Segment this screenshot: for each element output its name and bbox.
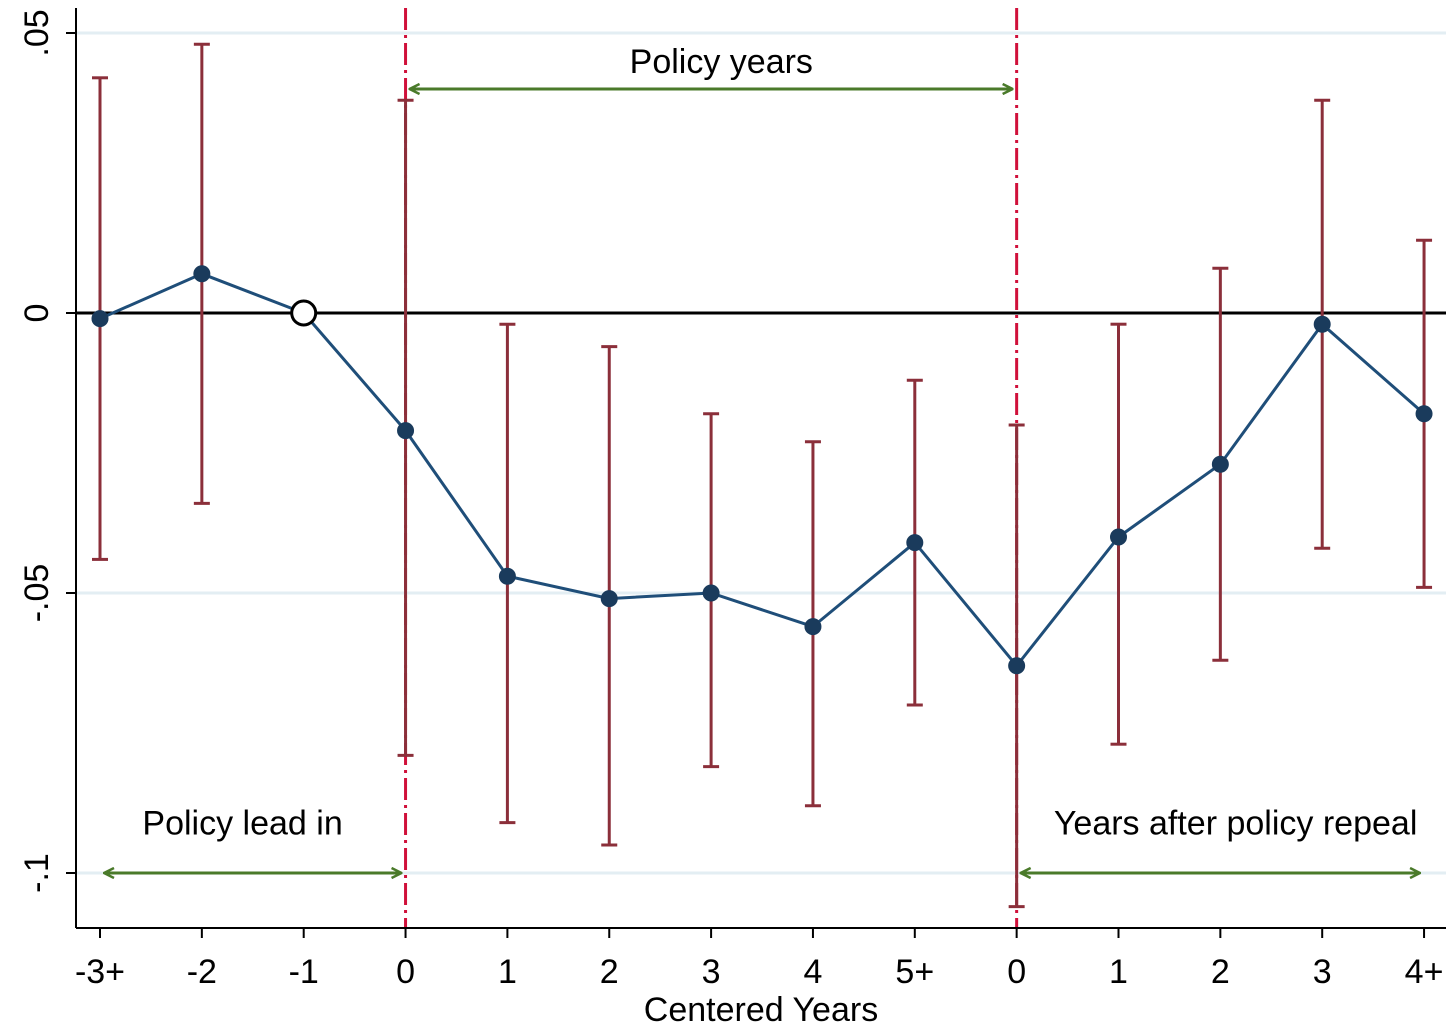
reference-layer: [76, 8, 1446, 928]
data-point: [1008, 657, 1026, 675]
x-tick-label: -2: [187, 953, 217, 991]
data-point: [193, 265, 211, 283]
annotation-label: Years after policy repeal: [1054, 805, 1418, 843]
data-point: [1211, 455, 1229, 473]
y-tick-label: -.1: [18, 853, 56, 893]
y-tick-label: 0: [18, 304, 56, 323]
data-point: [600, 590, 618, 608]
y-tick-label: .05: [18, 9, 56, 56]
point-layer: [91, 265, 1433, 675]
series-line-layer: [99, 272, 1426, 669]
data-point: [498, 567, 516, 585]
x-tick-label: 1: [498, 953, 517, 991]
grid-layer: [76, 31, 1446, 875]
axis-layer: .05 0 -.05 -.1 -3+ -2 -1 0 1 2 3 4 5+ 0 1 2 3 4+: [18, 8, 1446, 991]
x-tick-label: 2: [1211, 953, 1230, 991]
x-tick-label: 0: [1007, 953, 1026, 991]
annotation-label: Policy lead in: [142, 805, 342, 843]
y-tick-label: -.05: [18, 564, 56, 623]
data-point: [702, 584, 720, 602]
x-tick-label: 1: [1109, 953, 1128, 991]
x-tick-label: 3: [1313, 953, 1332, 991]
annotation-layer: Policy years Policy lead in Years after po…: [104, 43, 1420, 873]
x-tick-label: 4: [803, 953, 822, 991]
x-tick-label: 5+: [895, 953, 934, 991]
x-tick-label: 3: [702, 953, 721, 991]
x-tick-label: -1: [289, 953, 319, 991]
data-point: [906, 534, 924, 552]
data-point: [397, 422, 415, 440]
x-tick-label: -3+: [75, 953, 125, 991]
x-tick-label: 0: [396, 953, 415, 991]
data-point: [804, 618, 822, 636]
error-bar-layer: [92, 42, 1433, 909]
data-point: [1313, 315, 1331, 333]
data-point: [91, 310, 109, 328]
series-line: [99, 272, 1426, 669]
data-point: [1415, 405, 1433, 423]
x-tick-label: 2: [600, 953, 619, 991]
annotation-label: Policy years: [630, 43, 813, 81]
x-tick-label: 4+: [1405, 953, 1444, 991]
omitted-reference-point: [290, 299, 318, 327]
data-point: [1110, 528, 1127, 546]
x-axis-title: Centered Years: [644, 991, 878, 1029]
